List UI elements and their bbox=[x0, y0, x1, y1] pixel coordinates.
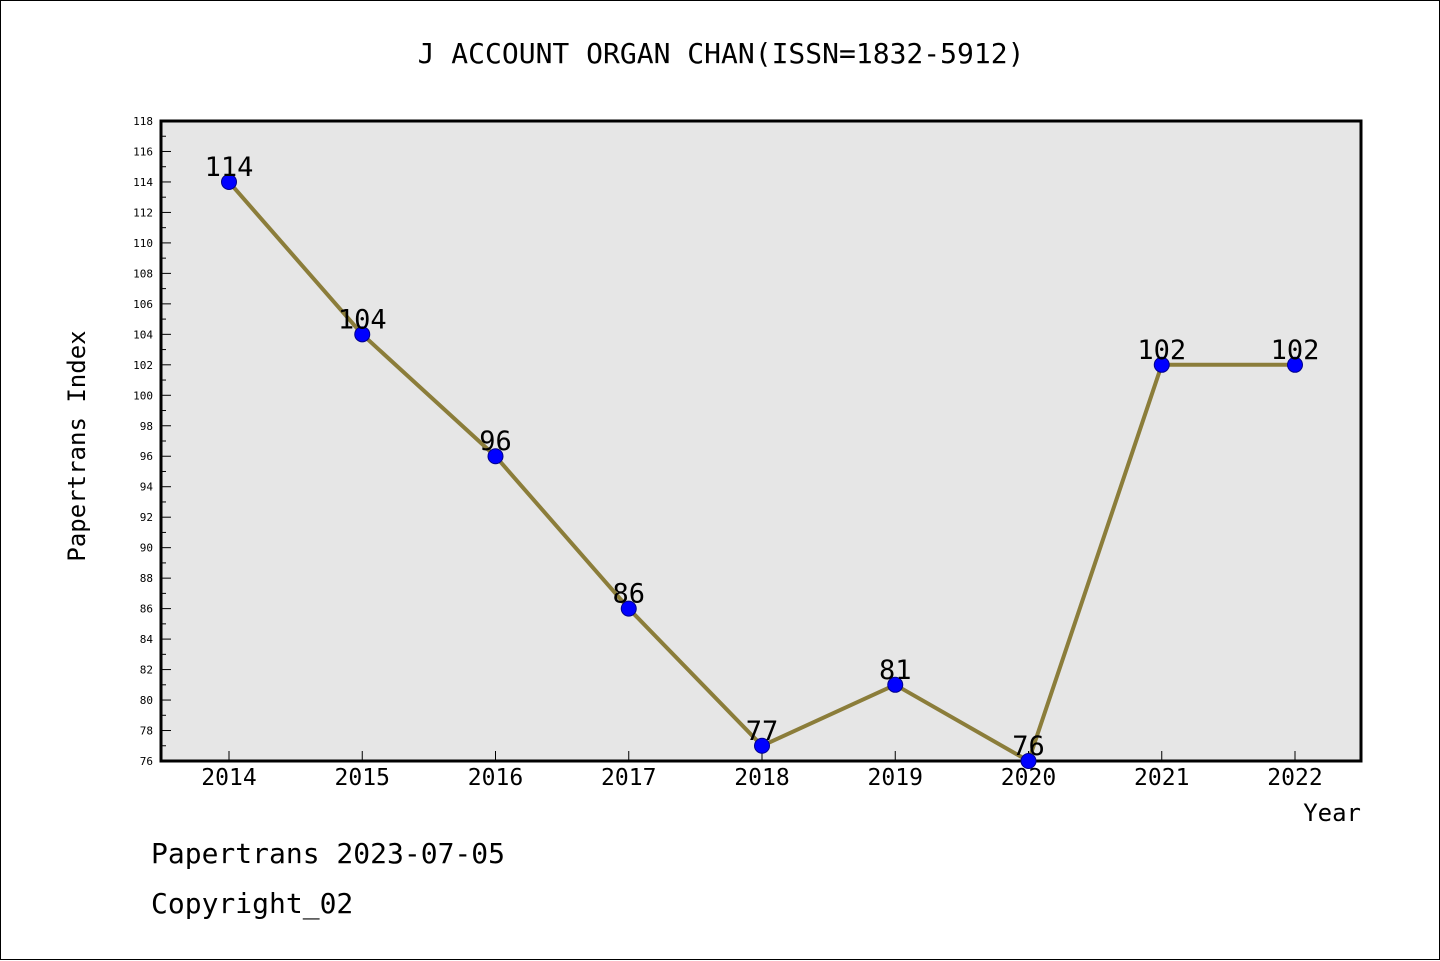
data-label: 114 bbox=[205, 152, 254, 183]
data-label: 81 bbox=[879, 655, 912, 686]
data-label: 86 bbox=[612, 579, 645, 610]
x-tick-label: 2022 bbox=[1267, 765, 1322, 791]
y-tick-label: 84 bbox=[140, 633, 154, 646]
data-point bbox=[620, 600, 637, 617]
data-label: 104 bbox=[338, 304, 387, 335]
x-tick-label: 2021 bbox=[1134, 765, 1189, 791]
y-tick-label: 80 bbox=[140, 694, 153, 707]
y-tick-label: 82 bbox=[140, 664, 153, 677]
y-tick-label: 112 bbox=[133, 206, 153, 219]
y-tick-label: 100 bbox=[133, 389, 153, 402]
y-tick-label: 88 bbox=[140, 572, 153, 585]
data-label: 76 bbox=[1012, 731, 1045, 762]
y-tick-label: 114 bbox=[133, 176, 153, 189]
x-tick-label: 2016 bbox=[468, 765, 523, 791]
y-tick-label: 96 bbox=[140, 450, 153, 463]
y-tick-label: 116 bbox=[133, 145, 153, 158]
y-tick-label: 104 bbox=[133, 328, 153, 341]
data-point bbox=[887, 676, 904, 693]
y-axis-label: Papertrans Index bbox=[63, 330, 91, 561]
y-tick-label: 90 bbox=[140, 542, 153, 555]
y-tick-label: 110 bbox=[133, 237, 153, 250]
data-label: 102 bbox=[1271, 335, 1320, 366]
data-label: 96 bbox=[479, 426, 512, 457]
y-tick-label: 98 bbox=[140, 420, 153, 433]
data-label: 77 bbox=[746, 716, 779, 747]
data-point bbox=[354, 326, 371, 343]
data-point bbox=[1020, 753, 1037, 769]
footer-date: Papertrans 2023-07-05 bbox=[151, 837, 506, 870]
footer-copyright: Copyright_02 bbox=[151, 887, 354, 920]
y-tick-label: 108 bbox=[133, 267, 153, 280]
y-tick-label: 78 bbox=[140, 725, 153, 738]
x-axis-label: Year bbox=[1303, 799, 1361, 827]
x-tick-label: 2018 bbox=[734, 765, 789, 791]
plot-frame bbox=[159, 119, 1363, 763]
y-tick-label: 102 bbox=[133, 359, 153, 372]
data-point bbox=[487, 448, 504, 465]
x-tick-label: 2020 bbox=[1001, 765, 1056, 791]
x-tick-label: 2017 bbox=[601, 765, 656, 791]
y-tick-label: 92 bbox=[140, 511, 153, 524]
data-label: 102 bbox=[1137, 335, 1186, 366]
x-tick-label: 2019 bbox=[868, 765, 923, 791]
x-tick-label: 2014 bbox=[201, 765, 256, 791]
y-tick-label: 118 bbox=[133, 115, 153, 128]
plot-area bbox=[161, 121, 1361, 761]
y-tick-label: 76 bbox=[140, 755, 153, 768]
chart-title: J ACCOUNT ORGAN CHAN(ISSN=1832-5912) bbox=[417, 37, 1025, 70]
y-tick-label: 106 bbox=[133, 298, 153, 311]
data-point bbox=[1153, 356, 1170, 373]
y-tick-label: 86 bbox=[140, 603, 153, 616]
data-point bbox=[1287, 356, 1303, 373]
y-tick-label: 94 bbox=[140, 481, 154, 494]
x-tick-label: 2015 bbox=[335, 765, 390, 791]
data-point bbox=[221, 173, 237, 190]
data-point bbox=[754, 737, 770, 754]
